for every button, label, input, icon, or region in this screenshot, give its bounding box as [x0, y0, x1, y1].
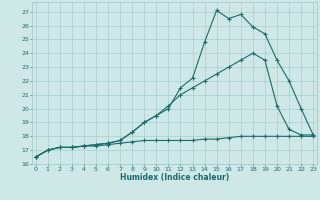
X-axis label: Humidex (Indice chaleur): Humidex (Indice chaleur) — [120, 173, 229, 182]
